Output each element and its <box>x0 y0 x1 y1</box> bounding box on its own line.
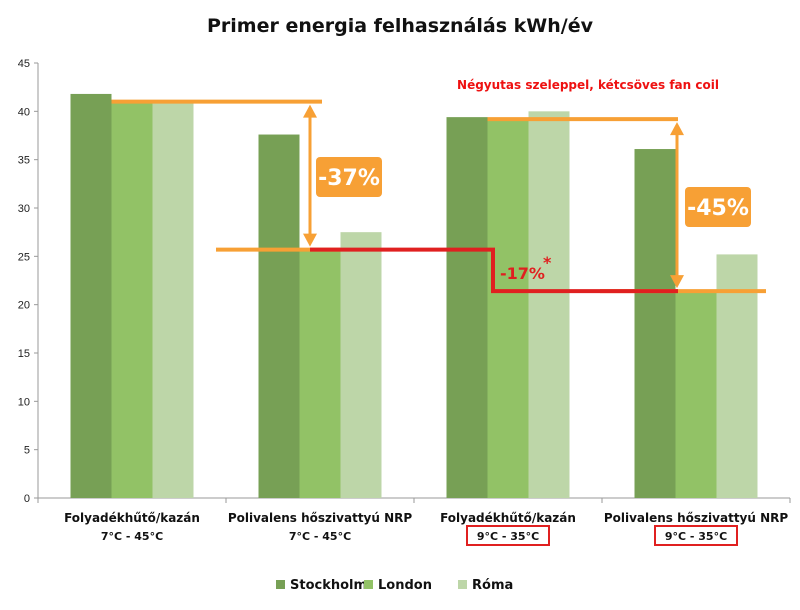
bar-stockholm-1 <box>70 93 112 498</box>
reduction-label-mid: -17% <box>500 264 545 283</box>
legend-swatch-stockholm <box>276 580 285 589</box>
reduction-label-left: -37% <box>318 166 380 191</box>
bar-london-3 <box>487 119 529 499</box>
annotations: Négyutas szeleppel, kétcsöves fan coil -3… <box>111 78 766 294</box>
bar-london-4 <box>675 291 717 498</box>
y-tick-label: 5 <box>24 445 30 457</box>
category-sublabel: 9°C - 35°C <box>665 530 727 543</box>
category-sublabel: 7°C - 45°C <box>101 530 163 543</box>
category-label: Polivalens hőszivattyú NRP <box>228 511 413 525</box>
category-label: Folyadékhűtő/kazán <box>64 511 200 525</box>
legend-swatch-rma <box>458 580 467 589</box>
bar-rma-3 <box>528 111 570 498</box>
chart-title: Primer energia felhasználás kWh/év <box>207 15 594 37</box>
bar-stockholm-3 <box>446 117 488 498</box>
y-tick-label: 25 <box>18 251 30 263</box>
bar-london-2 <box>299 249 341 498</box>
category-labels: Folyadékhűtő/kazán 7°C - 45°C Polivalens h… <box>64 511 789 546</box>
legend-swatch-london <box>364 580 373 589</box>
arrow-head-up-left <box>303 104 317 118</box>
y-tick-label: 45 <box>18 58 30 70</box>
bar-london-1 <box>111 101 153 499</box>
category-label: Polivalens hőszivattyú NRP <box>604 511 789 525</box>
reduction-badge-right <box>685 187 751 227</box>
category-sublabel: 9°C - 35°C <box>477 530 539 543</box>
red-step-line <box>310 247 678 294</box>
note-text: Négyutas szeleppel, kétcsöves fan coil <box>457 78 719 92</box>
bar-stockholm-2 <box>258 134 300 499</box>
reduction-label-mid-mark: * <box>543 253 552 272</box>
bar-rma-1 <box>152 101 194 499</box>
y-tick-label: 30 <box>18 203 30 215</box>
category-sublabel: 7°C - 45°C <box>289 530 351 543</box>
arrow-head-down-left <box>303 233 317 247</box>
legend-label-stockholm: Stockholm <box>290 578 367 593</box>
legend-label-london: London <box>378 578 432 593</box>
temperature-highlight-box <box>466 525 550 546</box>
category-label: Folyadékhűtő/kazán <box>440 511 576 525</box>
reduction-label-right: -45% <box>687 196 749 221</box>
y-tick-label: 40 <box>18 106 30 118</box>
bar-rma-4 <box>716 254 758 498</box>
temperature-highlight-box <box>654 525 738 546</box>
y-tick-label: 15 <box>18 348 30 360</box>
y-tick-label: 10 <box>18 396 30 408</box>
bar-stockholm-4 <box>634 149 676 499</box>
y-tick-label: 0 <box>24 493 30 505</box>
bar-rma-2 <box>340 232 382 498</box>
legend: Stockholm London Róma <box>276 578 513 593</box>
arrow-head-down-right <box>670 275 684 289</box>
arrow-head-up-right <box>670 122 684 136</box>
y-tick-label: 35 <box>18 155 30 167</box>
reduction-badge-left <box>316 157 382 197</box>
y-tick-label: 20 <box>18 300 30 312</box>
legend-label-rma: Róma <box>472 578 513 593</box>
bars <box>70 93 758 499</box>
